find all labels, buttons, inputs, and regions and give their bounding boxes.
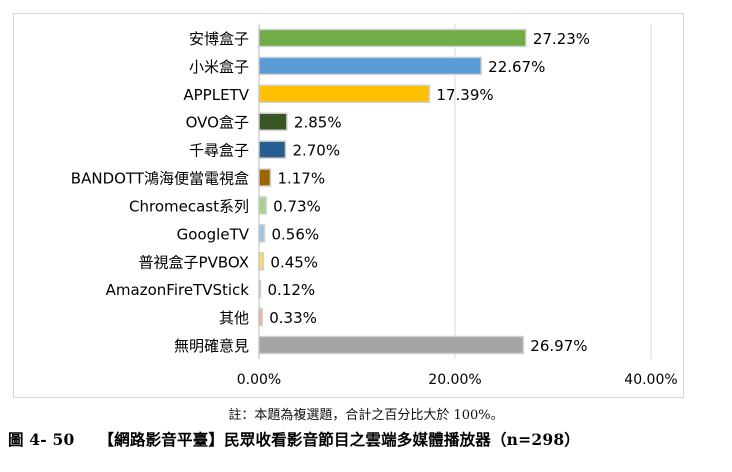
bar-2: [258, 84, 431, 104]
bar-8: [258, 252, 265, 271]
category-label-7: GoogleTV: [177, 225, 250, 243]
value-label-8: 0.45%: [270, 253, 318, 271]
category-label-6: Chromecast系列: [129, 197, 249, 215]
x-tick-label-2: 40.00%: [624, 372, 677, 388]
bar-0: [258, 28, 527, 48]
value-label-0: 27.23%: [533, 30, 590, 48]
x-tick-label-1: 20.00%: [428, 372, 481, 388]
category-label-5: BANDOTT鴻海便當電視盒: [71, 170, 249, 188]
bar-4: [258, 140, 287, 159]
bar-1: [258, 56, 482, 76]
figure-number: 圖 4- 50: [8, 430, 75, 449]
x-tick-label-0: 0.00%: [237, 372, 281, 388]
value-label-11: 26.97%: [530, 337, 587, 355]
figure-title: 【網路影音平臺】民眾收看影音節目之雲端多媒體播放器（n=298）: [98, 430, 580, 449]
chart-area: 安博盒子 27.23% 小米盒子 22.67% APPLETV 17.39% OVO盒子 2.…: [13, 13, 684, 398]
value-label-9: 0.12%: [268, 281, 316, 299]
value-label-2: 17.39%: [436, 86, 493, 104]
value-label-1: 22.67%: [488, 58, 545, 76]
category-label-1: 小米盒子: [189, 58, 249, 76]
bar-11: [258, 335, 525, 355]
chart-note: 註：本題為複選題，合計之百分比大於 100%。: [228, 408, 504, 423]
category-label-0: 安博盒子: [189, 30, 249, 48]
value-label-6: 0.73%: [273, 197, 321, 215]
value-label-7: 0.56%: [271, 225, 319, 243]
bar-7: [258, 224, 266, 243]
value-label-10: 0.33%: [269, 309, 317, 327]
bar-6: [258, 196, 267, 215]
bar-5: [258, 168, 272, 187]
figure-caption: 圖 4- 50 【網路影音平臺】民眾收看影音節目之雲端多媒體播放器（n=298）: [8, 428, 580, 450]
category-label-10: 其他: [219, 309, 249, 327]
bar-chart: 安博盒子 27.23% 小米盒子 22.67% APPLETV 17.39% OVO盒子 2.…: [71, 24, 678, 388]
category-label-3: OVO盒子: [186, 114, 249, 132]
category-label-4: 千尋盒子: [189, 142, 249, 160]
category-label-11: 無明確意見: [174, 337, 249, 355]
value-label-3: 2.85%: [294, 114, 342, 132]
value-label-5: 1.17%: [277, 170, 325, 188]
category-label-8: 普視盒子PVBOX: [139, 253, 249, 271]
bar-3: [258, 112, 288, 131]
category-label-9: AmazonFireTVStick: [106, 281, 250, 299]
category-label-2: APPLETV: [183, 86, 249, 104]
value-label-4: 2.70%: [292, 142, 340, 160]
